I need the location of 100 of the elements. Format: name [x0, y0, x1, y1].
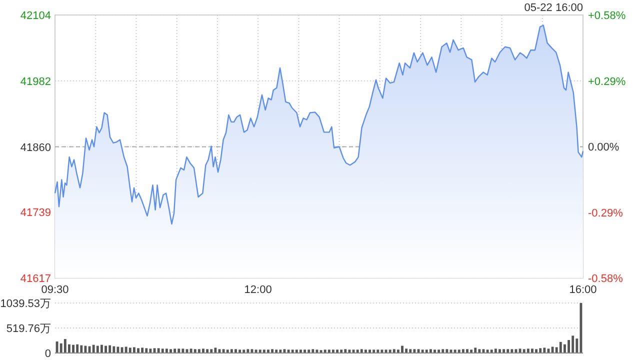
bar	[202, 348, 204, 353]
bar	[287, 350, 290, 353]
bar	[392, 349, 396, 353]
bar	[572, 336, 574, 353]
bar	[551, 346, 554, 353]
bar	[401, 346, 404, 353]
bar	[425, 350, 428, 353]
y-tick-label: 42104	[20, 10, 51, 22]
x-tick-label: 09:30	[41, 284, 69, 296]
bar	[112, 346, 116, 353]
bar	[502, 349, 506, 353]
bar	[165, 348, 168, 353]
bar	[104, 346, 107, 353]
y-tick-label: 0	[44, 348, 51, 360]
bar	[76, 344, 79, 353]
bar	[498, 349, 501, 353]
bar	[446, 349, 448, 353]
bar	[336, 350, 338, 353]
y2-tick-label: +0.58%	[588, 10, 626, 22]
y2-tick-label: -0.29%	[588, 207, 624, 220]
bar	[340, 350, 343, 353]
bar	[522, 349, 526, 353]
bar	[506, 349, 510, 353]
bar	[230, 349, 233, 353]
bar	[291, 350, 294, 353]
bar	[421, 350, 424, 353]
bar	[108, 345, 112, 353]
bar	[222, 349, 225, 353]
bar	[462, 349, 464, 353]
bar	[526, 348, 530, 353]
bar	[454, 350, 456, 353]
bar	[312, 349, 314, 353]
bar	[458, 350, 460, 353]
x-tick-label: 12:00	[244, 284, 272, 296]
bar	[543, 348, 546, 353]
bar	[438, 350, 440, 353]
bar	[80, 345, 83, 353]
bar	[226, 350, 229, 353]
bar	[174, 348, 176, 353]
bar	[308, 350, 310, 353]
bar	[332, 350, 334, 353]
y2-tick-label: +0.29%	[588, 76, 626, 88]
text: 05-22 16:00	[524, 2, 583, 14]
bar	[141, 348, 144, 353]
bar	[238, 350, 242, 353]
bar	[84, 346, 87, 353]
x-tick-label: 16:00	[569, 284, 597, 296]
bar	[413, 349, 416, 353]
bar	[137, 348, 140, 353]
bar	[124, 346, 128, 353]
bar	[344, 349, 347, 353]
bar	[576, 338, 578, 353]
bar	[364, 350, 367, 353]
bar	[429, 349, 432, 353]
bar	[198, 349, 200, 353]
bar	[518, 348, 522, 353]
bar	[128, 348, 132, 353]
bar	[470, 350, 473, 353]
bar	[510, 349, 514, 353]
bar	[161, 348, 164, 353]
bar	[170, 349, 172, 353]
bar	[246, 349, 250, 353]
bar	[100, 344, 103, 353]
bar	[300, 350, 302, 353]
bar	[494, 348, 497, 353]
bar	[64, 339, 66, 353]
bar	[254, 350, 258, 353]
y2-tick-label: -0.58%	[588, 273, 624, 285]
bar	[380, 350, 384, 353]
bar	[271, 349, 274, 353]
bar	[242, 350, 246, 353]
bar	[434, 350, 436, 353]
bar	[396, 350, 400, 353]
y2-tick-label: 0.00%	[588, 142, 620, 154]
bar	[388, 350, 392, 353]
bar	[190, 348, 192, 353]
bar	[356, 350, 359, 353]
bar	[531, 348, 534, 353]
bar	[116, 346, 120, 353]
bar	[442, 349, 444, 353]
bar	[360, 349, 363, 353]
bar	[92, 344, 95, 353]
bar	[210, 349, 213, 353]
bar	[409, 349, 412, 353]
bar	[178, 348, 180, 353]
y-tick-label: 519.76万	[6, 323, 51, 335]
bar	[478, 349, 481, 353]
bar	[295, 350, 298, 353]
bar	[194, 349, 196, 353]
y-tick-label: 41860	[20, 142, 51, 154]
bar	[145, 348, 148, 353]
bar	[368, 350, 371, 353]
bar	[564, 344, 566, 353]
bar	[157, 348, 160, 353]
bar	[182, 348, 184, 353]
bar	[304, 350, 306, 353]
bar	[262, 350, 266, 353]
bar	[258, 350, 262, 353]
bar	[96, 346, 99, 353]
bar	[275, 350, 278, 353]
